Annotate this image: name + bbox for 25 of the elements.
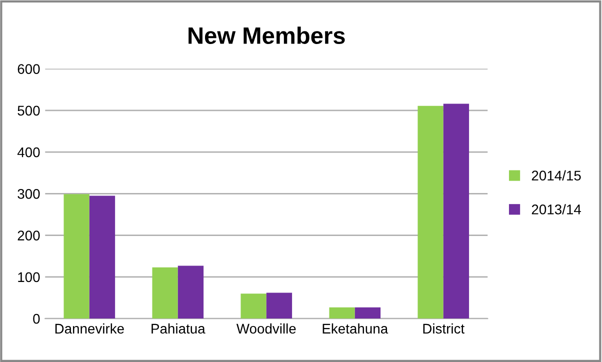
bar — [240, 294, 266, 319]
bar — [329, 307, 355, 319]
bar — [89, 196, 116, 319]
x-tick-label: District — [423, 323, 464, 334]
x-tick-label: Woodville — [236, 323, 296, 334]
y-tick-label: 0 — [33, 314, 40, 324]
bar — [178, 266, 204, 319]
legend-label: 2014/15 — [532, 170, 581, 181]
bar — [418, 106, 444, 319]
x-tick-label: Eketahuna — [322, 323, 388, 334]
bar — [64, 194, 90, 319]
bar — [354, 307, 381, 319]
y-tick-label: 300 — [18, 189, 40, 199]
y-tick-label: 500 — [18, 106, 40, 116]
y-tick-label: 200 — [18, 230, 40, 240]
x-tick-label: Pahiatua — [152, 323, 206, 334]
y-tick-label: 400 — [17, 147, 40, 158]
x-tick-label: Dannevirke — [55, 323, 124, 334]
y-tick-label: 100 — [18, 272, 40, 282]
legend-label: 2013/14 — [532, 204, 581, 214]
bar — [152, 267, 178, 319]
y-tick-label: 600 — [18, 64, 40, 74]
bar — [443, 104, 470, 319]
chart-title: New Members — [188, 26, 345, 44]
bar — [266, 292, 292, 319]
